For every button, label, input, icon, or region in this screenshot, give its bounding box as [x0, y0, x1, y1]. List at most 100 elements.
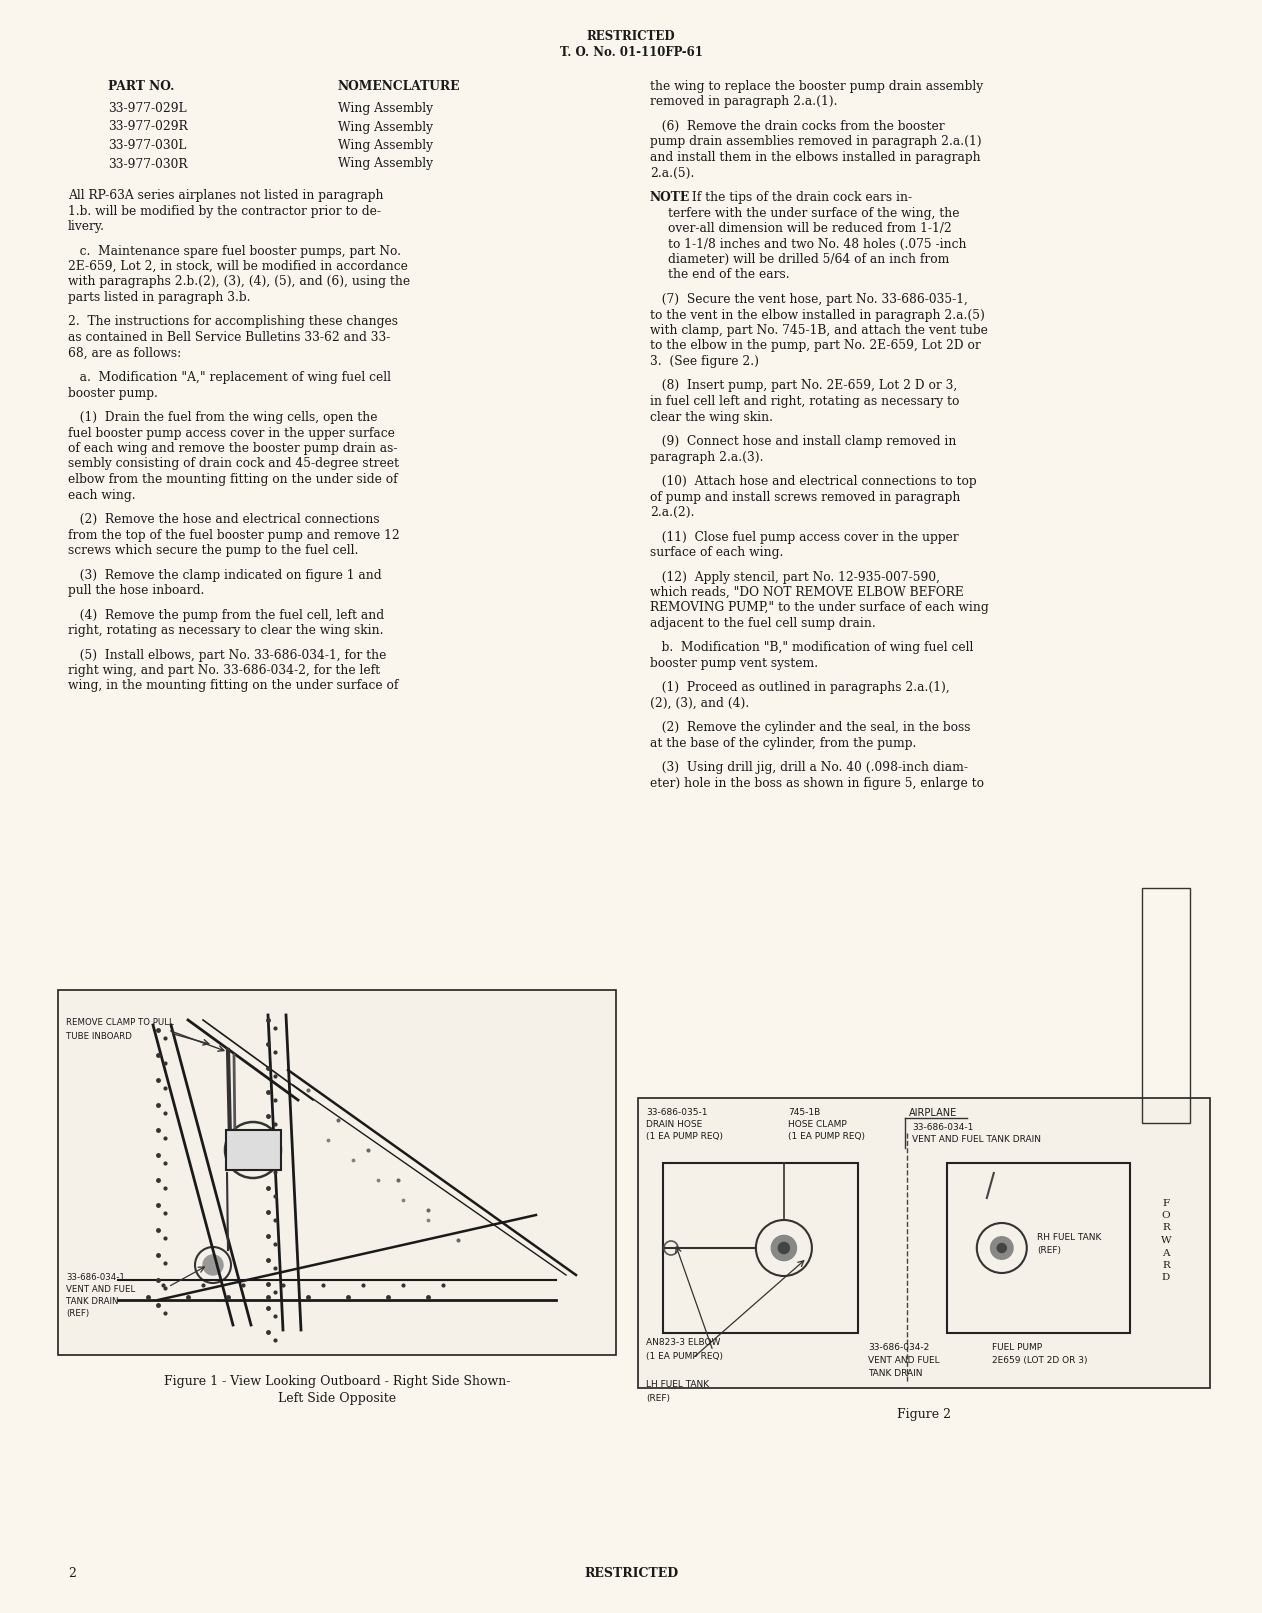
Bar [226, 1131, 281, 1169]
Text: 33-686-034-1: 33-686-034-1 [912, 1123, 973, 1132]
Text: 2E-659, Lot 2, in stock, will be modified in accordance: 2E-659, Lot 2, in stock, will be modifie… [68, 260, 408, 273]
Text: RH FUEL TANK: RH FUEL TANK [1037, 1232, 1102, 1242]
Text: DRAIN HOSE: DRAIN HOSE [646, 1119, 702, 1129]
Text: (11)  Close fuel pump access cover in the upper: (11) Close fuel pump access cover in the… [650, 531, 959, 544]
Text: pump drain assemblies removed in paragraph 2.a.(1): pump drain assemblies removed in paragra… [650, 135, 982, 148]
Text: Wing Assembly: Wing Assembly [338, 102, 433, 115]
Text: (9)  Connect hose and install clamp removed in: (9) Connect hose and install clamp remov… [650, 436, 957, 448]
Text: Wing Assembly: Wing Assembly [338, 121, 433, 134]
Text: fuel booster pump access cover in the upper surface: fuel booster pump access cover in the up… [68, 426, 395, 439]
Text: RESTRICTED: RESTRICTED [587, 31, 675, 44]
Text: AN823-3 ELBOW: AN823-3 ELBOW [646, 1339, 721, 1347]
Text: in fuel cell left and right, rotating as necessary to: in fuel cell left and right, rotating as… [650, 395, 959, 408]
Text: wing, in the mounting fitting on the under surface of: wing, in the mounting fitting on the und… [68, 679, 399, 692]
Text: (REF): (REF) [66, 1310, 90, 1318]
Text: 33-977-029L: 33-977-029L [109, 102, 187, 115]
Text: (2), (3), and (4).: (2), (3), and (4). [650, 697, 750, 710]
Text: the end of the ears.: the end of the ears. [668, 268, 790, 282]
Bar [639, 1098, 1210, 1389]
Text: right, rotating as necessary to clear the wing skin.: right, rotating as necessary to clear th… [68, 624, 384, 637]
Text: (10)  Attach hose and electrical connections to top: (10) Attach hose and electrical connecti… [650, 474, 977, 489]
Circle shape [779, 1242, 790, 1253]
Text: T. O. No. 01-110FP-61: T. O. No. 01-110FP-61 [559, 47, 703, 60]
Text: from the top of the fuel booster pump and remove 12: from the top of the fuel booster pump an… [68, 529, 400, 542]
Text: parts listed in paragraph 3.b.: parts listed in paragraph 3.b. [68, 290, 250, 303]
Text: TANK DRAIN: TANK DRAIN [868, 1369, 923, 1378]
Text: 2: 2 [68, 1566, 76, 1581]
Text: over-all dimension will be reduced from 1-1/2: over-all dimension will be reduced from … [668, 223, 952, 235]
Text: 33-977-029R: 33-977-029R [109, 121, 188, 134]
Text: livery.: livery. [68, 219, 105, 232]
Text: If the tips of the drain cock ears in-: If the tips of the drain cock ears in- [688, 190, 912, 203]
Text: 2E659 (LOT 2D OR 3): 2E659 (LOT 2D OR 3) [992, 1357, 1088, 1365]
Text: (REF): (REF) [646, 1394, 670, 1403]
Text: booster pump vent system.: booster pump vent system. [650, 656, 818, 669]
Text: 2.a.(5).: 2.a.(5). [650, 166, 694, 179]
Text: 2.  The instructions for accomplishing these changes: 2. The instructions for accomplishing th… [68, 316, 398, 329]
Text: (3)  Using drill jig, drill a No. 40 (.098-inch diam-: (3) Using drill jig, drill a No. 40 (.09… [650, 761, 968, 774]
Text: c.  Maintenance spare fuel booster pumps, part No.: c. Maintenance spare fuel booster pumps,… [68, 245, 401, 258]
Text: PART NO.: PART NO. [109, 81, 174, 94]
Text: (1 EA PUMP REQ): (1 EA PUMP REQ) [646, 1352, 723, 1361]
Text: TANK DRAIN: TANK DRAIN [66, 1297, 119, 1307]
Circle shape [991, 1237, 1013, 1260]
Text: AIRPLANE: AIRPLANE [909, 1108, 957, 1118]
Text: 33-686-034-2: 33-686-034-2 [868, 1344, 929, 1352]
Text: at the base of the cylinder, from the pump.: at the base of the cylinder, from the pu… [650, 737, 916, 750]
Text: TUBE INBOARD: TUBE INBOARD [66, 1032, 131, 1040]
Text: (7)  Secure the vent hose, part No. 33-686-035-1,: (7) Secure the vent hose, part No. 33-68… [650, 294, 968, 306]
Text: (2)  Remove the hose and electrical connections: (2) Remove the hose and electrical conne… [68, 513, 380, 526]
Bar [946, 1163, 1129, 1332]
Text: 3.  (See figure 2.): 3. (See figure 2.) [650, 355, 758, 368]
Text: with paragraphs 2.b.(2), (3), (4), (5), and (6), using the: with paragraphs 2.b.(2), (3), (4), (5), … [68, 276, 410, 289]
Text: paragraph 2.a.(3).: paragraph 2.a.(3). [650, 450, 764, 463]
Circle shape [237, 1134, 269, 1166]
Text: clear the wing skin.: clear the wing skin. [650, 410, 774, 424]
Text: diameter) will be drilled 5/64 of an inch from: diameter) will be drilled 5/64 of an inc… [668, 253, 949, 266]
Text: All RP-63A series airplanes not listed in paragraph: All RP-63A series airplanes not listed i… [68, 189, 384, 202]
Circle shape [771, 1236, 796, 1261]
Text: 1.b. will be modified by the contractor prior to de-: 1.b. will be modified by the contractor … [68, 205, 381, 218]
Text: (5)  Install elbows, part No. 33-686-034-1, for the: (5) Install elbows, part No. 33-686-034-… [68, 648, 386, 661]
Circle shape [203, 1255, 223, 1274]
Text: booster pump.: booster pump. [68, 387, 158, 400]
Text: removed in paragraph 2.a.(1).: removed in paragraph 2.a.(1). [650, 95, 838, 108]
Text: (8)  Insert pump, part No. 2E-659, Lot 2 D or 3,: (8) Insert pump, part No. 2E-659, Lot 2 … [650, 379, 958, 392]
Text: (1)  Drain the fuel from the wing cells, open the: (1) Drain the fuel from the wing cells, … [68, 411, 377, 424]
Text: (1 EA PUMP REQ): (1 EA PUMP REQ) [787, 1132, 864, 1140]
Text: 33-977-030L: 33-977-030L [109, 139, 187, 152]
Text: pull the hose inboard.: pull the hose inboard. [68, 584, 204, 597]
Bar [1142, 889, 1190, 1123]
Text: elbow from the mounting fitting on the under side of: elbow from the mounting fitting on the u… [68, 473, 398, 486]
Text: screws which secure the pump to the fuel cell.: screws which secure the pump to the fuel… [68, 544, 358, 556]
Text: as contained in Bell Service Bulletins 33-62 and 33-: as contained in Bell Service Bulletins 3… [68, 331, 390, 344]
Text: 2.a.(2).: 2.a.(2). [650, 506, 694, 519]
Text: 68, are as follows:: 68, are as follows: [68, 347, 182, 360]
Text: to the elbow in the pump, part No. 2E-659, Lot 2D or: to the elbow in the pump, part No. 2E-65… [650, 339, 981, 353]
Text: 33-686-035-1: 33-686-035-1 [646, 1108, 708, 1116]
Text: (12)  Apply stencil, part No. 12-935-007-590,: (12) Apply stencil, part No. 12-935-007-… [650, 571, 940, 584]
Text: (6)  Remove the drain cocks from the booster: (6) Remove the drain cocks from the boos… [650, 119, 945, 132]
Text: (3)  Remove the clamp indicated on figure 1 and: (3) Remove the clamp indicated on figure… [68, 568, 381, 582]
Text: VENT AND FUEL: VENT AND FUEL [66, 1286, 135, 1294]
Bar [663, 1163, 858, 1332]
Text: to the vent in the elbow installed in paragraph 2.a.(5): to the vent in the elbow installed in pa… [650, 308, 984, 321]
Text: 33-977-030R: 33-977-030R [109, 158, 188, 171]
Text: of pump and install screws removed in paragraph: of pump and install screws removed in pa… [650, 490, 960, 503]
Text: Wing Assembly: Wing Assembly [338, 139, 433, 152]
Text: b.  Modification "B," modification of wing fuel cell: b. Modification "B," modification of win… [650, 642, 973, 655]
Text: terfere with the under surface of the wing, the: terfere with the under surface of the wi… [668, 206, 959, 219]
Text: (1 EA PUMP REQ): (1 EA PUMP REQ) [646, 1132, 723, 1140]
Text: Figure 1 - View Looking Outboard - Right Side Shown-: Figure 1 - View Looking Outboard - Right… [164, 1374, 510, 1389]
Text: which reads, "DO NOT REMOVE ELBOW BEFORE: which reads, "DO NOT REMOVE ELBOW BEFORE [650, 586, 964, 598]
Text: each wing.: each wing. [68, 489, 135, 502]
Text: with clamp, part No. 745-1B, and attach the vent tube: with clamp, part No. 745-1B, and attach … [650, 324, 988, 337]
Circle shape [245, 1142, 261, 1158]
Text: REMOVE CLAMP TO PULL: REMOVE CLAMP TO PULL [66, 1018, 174, 1027]
Text: Left Side Opposite: Left Side Opposite [278, 1392, 396, 1405]
Text: Figure 2: Figure 2 [897, 1408, 952, 1421]
Text: (1)  Proceed as outlined in paragraphs 2.a.(1),: (1) Proceed as outlined in paragraphs 2.… [650, 682, 950, 695]
Text: LH FUEL TANK: LH FUEL TANK [646, 1381, 709, 1389]
Text: adjacent to the fuel cell sump drain.: adjacent to the fuel cell sump drain. [650, 618, 876, 631]
Text: to 1-1/8 inches and two No. 48 holes (.075 -inch: to 1-1/8 inches and two No. 48 holes (.0… [668, 237, 967, 250]
